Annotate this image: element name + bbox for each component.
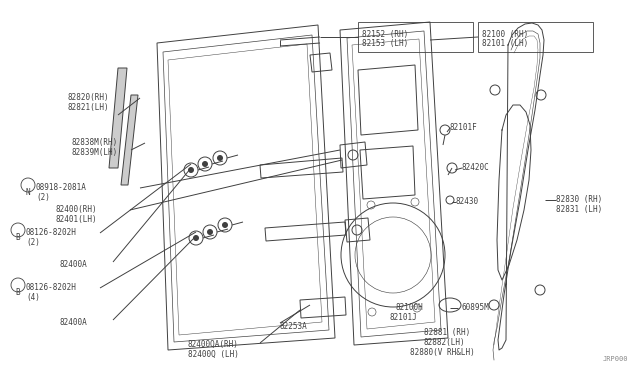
Text: 82882(LH): 82882(LH)	[424, 338, 466, 347]
Text: 08918-2081A: 08918-2081A	[36, 183, 87, 192]
Text: 60895M: 60895M	[462, 303, 490, 312]
Text: 82101 (LH): 82101 (LH)	[482, 39, 528, 48]
Text: 82420C: 82420C	[462, 163, 490, 172]
Text: 82400QA(RH): 82400QA(RH)	[188, 340, 239, 349]
Text: JRP000: JRP000	[602, 356, 628, 362]
Text: (2): (2)	[36, 193, 50, 202]
Text: 82400A: 82400A	[60, 318, 88, 327]
Text: 82821(LH): 82821(LH)	[68, 103, 109, 112]
Text: 08126-8202H: 08126-8202H	[26, 283, 77, 292]
Text: 82830 (RH): 82830 (RH)	[556, 195, 602, 204]
Text: 82838M(RH): 82838M(RH)	[72, 138, 118, 147]
Text: N: N	[25, 188, 29, 197]
Text: 82839M(LH): 82839M(LH)	[72, 148, 118, 157]
Circle shape	[217, 155, 223, 161]
Text: 82253A: 82253A	[280, 322, 308, 331]
Text: 82820(RH): 82820(RH)	[68, 93, 109, 102]
Text: 82400A: 82400A	[60, 260, 88, 269]
Text: B: B	[15, 288, 20, 297]
Circle shape	[207, 229, 213, 235]
Text: (4): (4)	[26, 293, 40, 302]
Circle shape	[188, 167, 194, 173]
Text: 08126-8202H: 08126-8202H	[26, 228, 77, 237]
Text: 82400Q (LH): 82400Q (LH)	[188, 350, 239, 359]
Text: 82100H: 82100H	[395, 303, 423, 312]
Text: 82101F: 82101F	[450, 123, 477, 132]
Text: 82880(V RH&LH): 82880(V RH&LH)	[410, 348, 475, 357]
Circle shape	[222, 222, 228, 228]
Text: (2): (2)	[26, 238, 40, 247]
Polygon shape	[109, 68, 127, 168]
Text: 82101J: 82101J	[390, 313, 418, 322]
Circle shape	[193, 235, 199, 241]
Text: 82153 (LH): 82153 (LH)	[362, 39, 408, 48]
Text: 82401(LH): 82401(LH)	[55, 215, 97, 224]
Text: 82400(RH): 82400(RH)	[55, 205, 97, 214]
Text: 82430: 82430	[456, 197, 479, 206]
Circle shape	[202, 161, 208, 167]
Polygon shape	[121, 95, 138, 185]
Text: B: B	[15, 233, 20, 242]
Text: 82831 (LH): 82831 (LH)	[556, 205, 602, 214]
Text: 82152 (RH): 82152 (RH)	[362, 30, 408, 39]
Text: 82100 (RH): 82100 (RH)	[482, 30, 528, 39]
Text: 82881 (RH): 82881 (RH)	[424, 328, 470, 337]
